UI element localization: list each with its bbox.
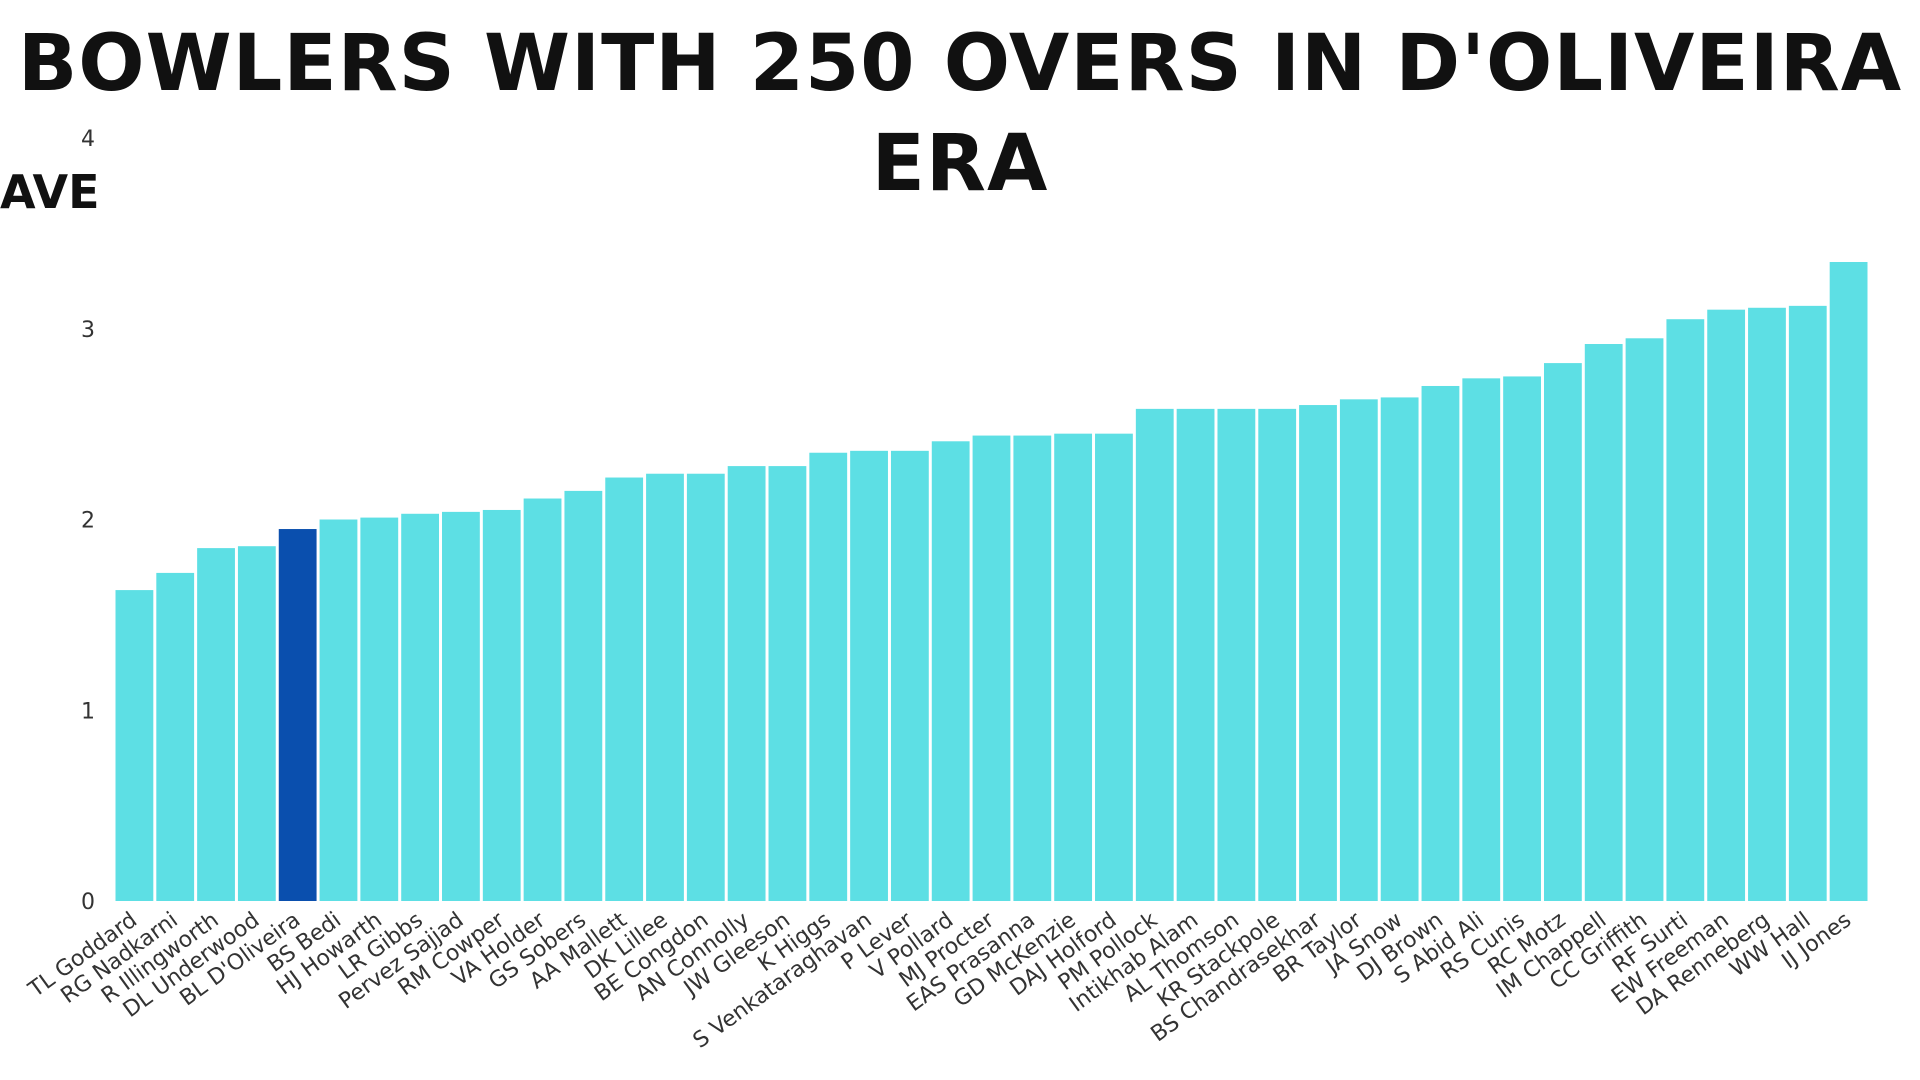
bar	[1299, 405, 1337, 901]
bar	[564, 490, 603, 901]
y-tick-label: 2	[81, 509, 95, 534]
bar	[523, 498, 562, 901]
bar	[1054, 433, 1093, 901]
bar	[1788, 305, 1827, 901]
bar	[1176, 408, 1215, 901]
bar	[442, 511, 480, 901]
bar	[1748, 307, 1786, 901]
bar	[401, 513, 440, 901]
bar	[605, 477, 644, 901]
bar	[1339, 399, 1378, 901]
bar	[482, 509, 521, 901]
y-tick-label: 4	[81, 127, 95, 152]
chart-title: BOWLERS WITH 250 OVERS IN D'OLIVEIRA ERA	[17, 19, 1903, 209]
bar	[686, 473, 725, 901]
bar	[278, 529, 317, 901]
bar	[1095, 433, 1133, 901]
bar	[1503, 376, 1541, 901]
bar	[972, 435, 1011, 901]
y-axis-title: AVE	[0, 165, 100, 219]
bar	[1135, 408, 1174, 901]
bar	[115, 590, 154, 901]
bar	[156, 572, 195, 901]
y-tick-label: 3	[81, 318, 95, 343]
y-axis-ticks: 0 1 2 3 4	[81, 127, 95, 915]
bar	[1584, 344, 1623, 901]
y-tick-label: 1	[81, 699, 95, 724]
bar	[319, 519, 358, 901]
y-tick-label: 0	[81, 890, 95, 915]
bar	[1013, 435, 1052, 901]
bar	[1625, 338, 1664, 901]
bar	[1421, 385, 1460, 902]
bar	[890, 450, 929, 901]
bar	[1217, 408, 1256, 901]
bar	[1707, 309, 1746, 901]
bar	[727, 466, 766, 901]
bar	[197, 548, 235, 901]
bar	[360, 517, 399, 901]
bar	[1462, 378, 1501, 902]
bar	[768, 466, 807, 901]
bar	[1666, 319, 1705, 902]
bar	[931, 441, 970, 901]
bar	[1829, 261, 1868, 901]
bar	[850, 450, 888, 901]
bar	[237, 546, 276, 901]
bar	[1380, 397, 1419, 901]
bar	[1258, 408, 1297, 901]
bar	[646, 473, 684, 901]
bars-group	[115, 261, 1868, 902]
bar	[809, 452, 848, 901]
bar	[1543, 363, 1582, 902]
